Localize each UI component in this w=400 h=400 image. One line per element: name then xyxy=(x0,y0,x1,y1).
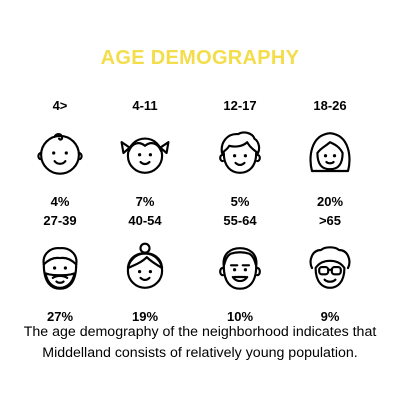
age-group-card: >65 9% xyxy=(285,213,375,325)
age-percent-value: 7% xyxy=(135,194,155,209)
age-percent-value: 5% xyxy=(230,194,250,209)
age-group-card: 40-54 19% xyxy=(100,213,190,325)
age-groups-grid: 4> 4% 4-11 7% 12-17 xyxy=(15,98,375,324)
age-range-label: 18-26 xyxy=(313,98,347,113)
age-group-card: 4> 4% xyxy=(15,98,105,210)
baby-face-icon xyxy=(37,133,83,175)
caption: The age demography of the neighborhood i… xyxy=(0,322,400,364)
bearded-man-face-icon xyxy=(42,247,78,290)
age-group-card: 18-26 20% xyxy=(285,98,375,210)
age-range-label: 55-64 xyxy=(223,213,257,228)
age-group-card: 55-64 10% xyxy=(195,213,285,325)
age-range-label: 4-11 xyxy=(132,98,158,113)
age-percent-value: 27% xyxy=(46,309,74,324)
young-woman-face-icon xyxy=(309,132,351,173)
older-man-face-icon xyxy=(219,247,261,290)
age-percent-value: 10% xyxy=(226,309,254,324)
age-percent-value: 4% xyxy=(50,194,70,209)
teen-boy-face-icon xyxy=(219,131,261,174)
age-percent-value: 20% xyxy=(316,194,344,209)
age-range-label: >65 xyxy=(318,213,342,228)
age-range-label: 27-39 xyxy=(43,213,77,228)
caption-line-2: Middelland consists of relatively young … xyxy=(42,345,358,361)
girl-pigtails-face-icon xyxy=(120,137,170,174)
age-range-label: 4> xyxy=(52,98,68,113)
caption-line-1: The age demography of the neighborhood i… xyxy=(23,324,377,340)
age-range-label: 12-17 xyxy=(223,98,257,113)
age-group-card: 4-11 7% xyxy=(100,98,190,210)
woman-bun-face-icon xyxy=(126,242,164,289)
age-range-label: 40-54 xyxy=(128,213,162,228)
age-group-card: 12-17 5% xyxy=(195,98,285,210)
page-title: AGE DEMOGRAPHY xyxy=(100,47,300,69)
age-percent-value: 9% xyxy=(320,309,340,324)
grandma-glasses-face-icon xyxy=(309,246,351,289)
age-percent-value: 19% xyxy=(131,309,159,324)
age-group-card: 27-39 27% xyxy=(15,213,105,325)
